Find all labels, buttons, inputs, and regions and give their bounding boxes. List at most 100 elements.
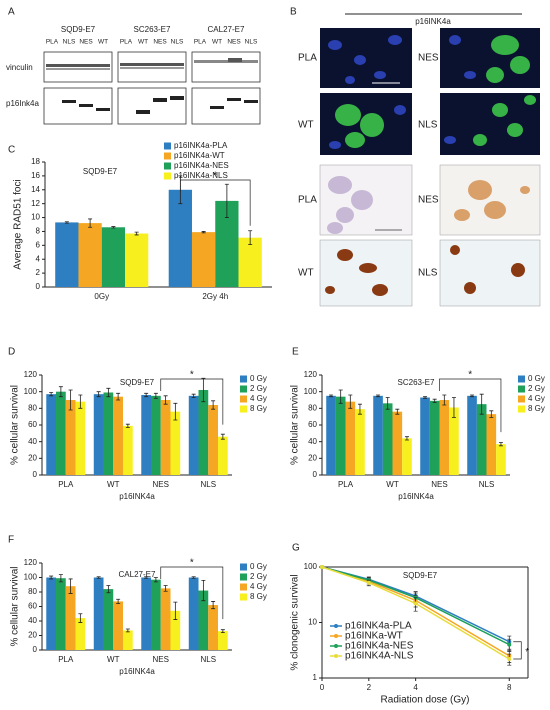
- bar: [122, 425, 133, 475]
- lane: PLA: [46, 39, 59, 46]
- y-axis-label: % clonogenic survival: [290, 574, 301, 670]
- legend-label: p16INK4A-NLS: [345, 651, 414, 662]
- legend-swatch: [164, 162, 171, 170]
- x-tick-label: 0: [320, 683, 325, 692]
- error-bar: [96, 576, 101, 579]
- legend-label: 4 Gy: [528, 394, 545, 403]
- legend-label: p16INK4a-NLS: [174, 171, 228, 180]
- error-bar: [248, 230, 253, 246]
- bar: [217, 436, 228, 475]
- legend-label: 4 Gy: [250, 582, 267, 591]
- legend-marker: [334, 634, 338, 638]
- bar: [151, 395, 161, 475]
- bar: [238, 237, 262, 287]
- x-tick-label: 2Gy 4h: [202, 292, 228, 301]
- legend-swatch: [240, 593, 247, 601]
- header: p16INK4a: [415, 17, 451, 26]
- error-bar: [201, 231, 206, 234]
- legend-swatch: [240, 395, 247, 403]
- lane: PLA: [194, 39, 207, 46]
- bar: [335, 396, 346, 475]
- y-tick-label: 100: [304, 562, 318, 571]
- bar: [168, 189, 192, 287]
- x-tick-label: WT: [386, 480, 399, 489]
- y-tick-label: 6: [36, 240, 41, 249]
- error-bar: [224, 183, 229, 218]
- error-bar: [220, 629, 225, 633]
- legend-swatch: [164, 172, 171, 180]
- bar: [122, 630, 133, 650]
- y-tick-label: 1: [313, 673, 318, 682]
- error-bar: [144, 576, 149, 579]
- error-bar: [153, 577, 158, 583]
- error-bar: [144, 392, 149, 398]
- bar: [113, 601, 123, 650]
- error-bar: [423, 396, 428, 399]
- legend-label: p16INKa-WT: [345, 631, 403, 642]
- x-tick-label: WT: [107, 655, 120, 664]
- bar: [476, 404, 487, 475]
- image-label: NLS: [418, 120, 438, 131]
- image-label: NES: [418, 53, 439, 64]
- bar: [496, 444, 506, 475]
- error-bar: [111, 226, 116, 229]
- error-bar: [451, 397, 456, 418]
- y-tick-label: 60: [308, 420, 317, 429]
- legend-label: p16INK4a-PLA: [174, 141, 228, 150]
- bar: [170, 610, 181, 650]
- y-axis-label: % cellular survival: [290, 385, 301, 465]
- legend-swatch: [518, 405, 525, 413]
- row-label: p16Ink4a: [6, 99, 39, 108]
- panel-label: B: [290, 7, 297, 18]
- bar: [78, 223, 102, 287]
- y-tick-label: 40: [308, 437, 317, 446]
- y-tick-label: 80: [308, 403, 317, 412]
- annotation: *: [525, 647, 529, 658]
- error-bar: [348, 394, 353, 409]
- annotation: *: [468, 370, 472, 381]
- error-bar: [68, 389, 73, 411]
- error-bar: [116, 392, 121, 401]
- chart-title: SQD9-E7: [403, 571, 438, 580]
- lane: WT: [138, 39, 148, 46]
- image-label: WT: [298, 120, 314, 131]
- lane: PLA: [120, 39, 133, 46]
- panel-label: E: [292, 347, 299, 358]
- legend-label: 8 Gy: [250, 592, 267, 601]
- image-labels: PLA NES WT NLS PLA NES WT NLS: [298, 53, 439, 279]
- bar: [141, 577, 152, 650]
- y-tick-label: 60: [28, 420, 37, 429]
- error-bar: [163, 395, 168, 405]
- annotation: *: [190, 558, 194, 569]
- point: [507, 642, 512, 647]
- y-tick-label: 10: [308, 618, 317, 627]
- x-tick-label: NLS: [200, 480, 216, 489]
- chart-title: SQD9-E7: [83, 167, 118, 176]
- y-tick-label: 100: [24, 573, 38, 582]
- bar: [215, 200, 239, 287]
- error-bar: [338, 389, 343, 404]
- y-tick-label: 0: [33, 645, 38, 654]
- error-bar: [58, 574, 63, 583]
- lane: NES: [79, 39, 93, 46]
- error-bar: [220, 433, 225, 440]
- bar: [75, 618, 86, 650]
- legend-label: 4 Gy: [250, 394, 267, 403]
- panel-label: D: [8, 347, 15, 358]
- y-tick-label: 8: [36, 227, 41, 236]
- error-bar: [201, 377, 206, 403]
- bar: [46, 577, 57, 650]
- bar: [191, 232, 216, 287]
- panel-label: A: [8, 7, 15, 18]
- bar: [345, 401, 356, 475]
- lane: NLS: [63, 39, 76, 46]
- y-tick-label: 40: [28, 616, 37, 625]
- error-bar: [78, 613, 83, 623]
- error-bar: [173, 402, 178, 421]
- bar: [55, 222, 79, 287]
- y-axis-label: Average RAD51 foci: [13, 179, 24, 269]
- legend-label: 8 Gy: [250, 404, 267, 413]
- error-bar: [163, 585, 168, 592]
- legend-swatch: [164, 152, 171, 160]
- bar: [65, 586, 76, 650]
